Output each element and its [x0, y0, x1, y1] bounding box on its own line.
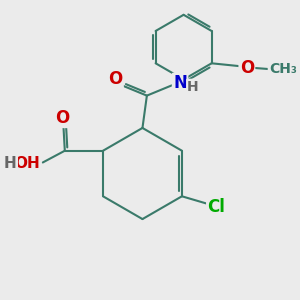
Text: N: N — [173, 74, 187, 92]
Text: Cl: Cl — [207, 198, 225, 216]
Text: O: O — [108, 70, 122, 88]
Text: OH: OH — [15, 157, 40, 172]
Text: O: O — [55, 109, 69, 127]
Text: H: H — [187, 80, 199, 94]
Text: O: O — [240, 59, 254, 77]
Text: H: H — [4, 157, 17, 172]
Text: CH₃: CH₃ — [269, 62, 297, 76]
